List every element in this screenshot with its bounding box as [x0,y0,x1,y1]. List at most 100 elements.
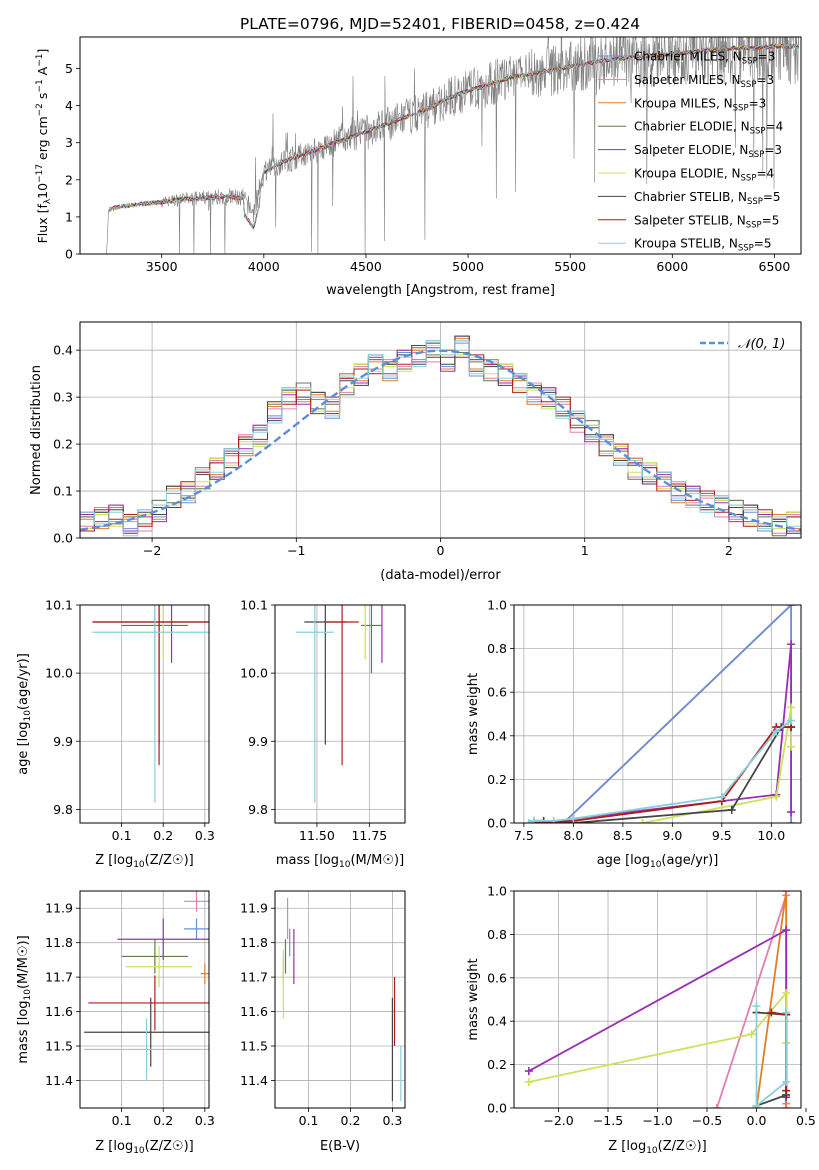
x-tick-label: 11.75 [351,828,387,843]
y-tick-label: 11.5 [240,1039,268,1054]
x-tick-label: 0.3 [195,828,215,843]
series-marker-salpeter_elodie [782,926,791,935]
series-line-salpeter_stelib [771,1011,788,1091]
series-marker-salpeter_miles [712,1104,721,1108]
legend-entry-kroupa_stelib: Kroupa STELIB, NSSP=5 [634,237,772,254]
x-tick-label: −2 [143,543,161,558]
y-tick-label: 0.6 [487,970,507,985]
y-tick-label: 1 [65,209,73,224]
figure-title: PLATE=0796, MJD=52401, FIBERID=0458, z=0… [240,15,640,33]
legend-entry-chabrier_miles: Chabrier MILES, NSSP=3 [634,50,775,67]
y-tick-label: 11.8 [240,935,268,950]
plot-area [80,322,801,538]
x-axis-label: E(B-V) [320,1139,360,1154]
y-tick-label: 10.1 [45,598,73,613]
series-marker-kroupa_elodie [787,742,796,751]
series-marker-salpeter_elodie [787,640,796,649]
y-tick-label: 4 [65,98,73,113]
series-marker-kroupa_stelib [717,792,726,801]
x-tick-label: 9.5 [712,828,732,843]
y-axis-label: age [log10(age/yr)] [16,653,33,775]
series-marker-kroupa_miles [782,891,791,895]
axes-frame [79,36,802,255]
series-marker-kroupa_elodie [772,792,781,801]
y-tick-label: 11.7 [240,970,268,985]
x-tick-label: 6500 [759,259,791,274]
axes-frame [79,604,210,824]
series-line-chabrier_stelib [756,1011,788,1107]
y-tick-label: 0.8 [487,927,507,942]
x-axis-label: wavelength [Angstrom, rest frame] [326,283,555,298]
plot-area [514,891,801,1108]
series-line-salpeter_elodie [573,644,792,820]
series-marker-kroupa_stelib [787,716,796,725]
y-tick-label: 10.0 [45,666,73,681]
y-tick-label: 0.8 [487,641,507,656]
y-tick-label: 5 [65,61,73,76]
y-tick-label: 9.8 [53,802,73,817]
y-tick-label: 11.9 [45,901,73,916]
x-tick-label: 0.1 [112,1113,132,1128]
series-marker-kroupa_stelib [524,819,533,823]
plot-area [100,37,799,254]
plot-area [275,605,405,823]
y-tick-label: 0 [65,247,73,262]
legend-entry-kroupa_elodie: Kroupa ELODIE, NSSP=4 [634,167,774,184]
x-tick-label: 9.0 [662,828,682,843]
x-tick-label: −0.5 [692,1113,722,1128]
x-tick-label: 3500 [146,259,178,274]
series-marker-kroupa_stelib [752,1101,761,1108]
y-tick-label: 0.2 [487,1057,507,1072]
y-tick-label: 9.9 [53,734,73,749]
x-tick-label: 5000 [452,259,484,274]
x-tick-label: 0.5 [796,1113,816,1128]
y-tick-label: 9.9 [248,734,268,749]
histogram-salpeter_stelib [80,345,801,532]
x-tick-label: 0 [437,543,445,558]
axes-frame [274,604,406,824]
series-marker-salpeter_stelib [782,1086,791,1095]
plot-area [514,605,801,823]
panel-weight-vs-z: −2.0 −1.5 −1.0 −0.5 0.0 0.5 0.0 0.2 0.4 0.6 0.8 1.0… [466,884,816,1157]
series-line-chabrier_miles [562,605,792,823]
x-tick-label: 11.50 [299,828,335,843]
y-tick-label: 0.3 [53,390,73,405]
spectrum-legend: Chabrier MILES, NSSP=3 Salpeter MILES, NS… [598,50,783,254]
legend-entry-chabrier_stelib: Chabrier STELIB, NSSP=5 [634,190,781,207]
series-marker-salpeter_elodie [787,808,796,817]
y-tick-label: 0.2 [53,437,73,452]
legend-entry-salpeter_elodie: Salpeter ELODIE, NSSP=3 [634,143,782,160]
series-marker-chabrier_stelib [727,805,736,814]
x-tick-label: 1 [581,543,589,558]
x-tick-label: 8.5 [613,828,633,843]
y-tick-label: 0.0 [53,531,73,546]
model-line-kroupa_stelib [108,43,799,227]
series-marker-kroupa_stelib [782,1077,791,1086]
x-axis-label: (data-model)/error [380,568,501,583]
y-tick-label: 11.6 [240,1004,268,1019]
y-tick-label: 11.7 [45,970,73,985]
x-axis-label: Z [log10(Z/Z☉)] [608,1139,706,1156]
panel-mass-vs-ebv: 0.1 0.2 0.3 11.4 11.5 11.6 11.7 11.8 11.9 E(B-V) [240,890,406,1154]
series-marker-salpeter_elodie [524,1067,533,1076]
y-tick-label: 11.8 [45,935,73,950]
panel-residuals: −2 −1 0 1 2 0.0 0.1 0.2 0.3 0.4 (data-model)/error… [29,321,802,583]
x-tick-label: 6000 [656,259,688,274]
x-tick-label: 0.0 [747,1113,767,1128]
x-tick-label: −1 [287,543,305,558]
axes-frame [274,890,406,1109]
panel-age-vs-z: 0.1 0.2 0.3 9.8 9.9 10.0 10.1 Z [log10(Z/Z☉)] ag… [16,598,215,871]
x-axis-label: Z [log10(Z/Z☉)] [95,853,193,870]
series-line-kroupa_stelib [755,1006,788,1108]
panel-mass-vs-z: 0.1 0.2 0.3 11.4 11.5 11.6 11.7 11.8 11.9 Z [log1… [16,890,215,1156]
x-tick-label: 0.2 [153,828,173,843]
series-marker-kroupa_stelib [752,1002,761,1011]
series-marker-kroupa_elodie [747,1030,756,1039]
y-tick-label: 1.0 [487,598,507,613]
y-axis-label: mass [log10(M/M☉)] [16,935,33,1063]
y-tick-label: 0.4 [487,728,507,743]
series-marker-kroupa_elodie [638,819,647,823]
plot-area [80,605,209,823]
plot-area [275,891,405,1108]
